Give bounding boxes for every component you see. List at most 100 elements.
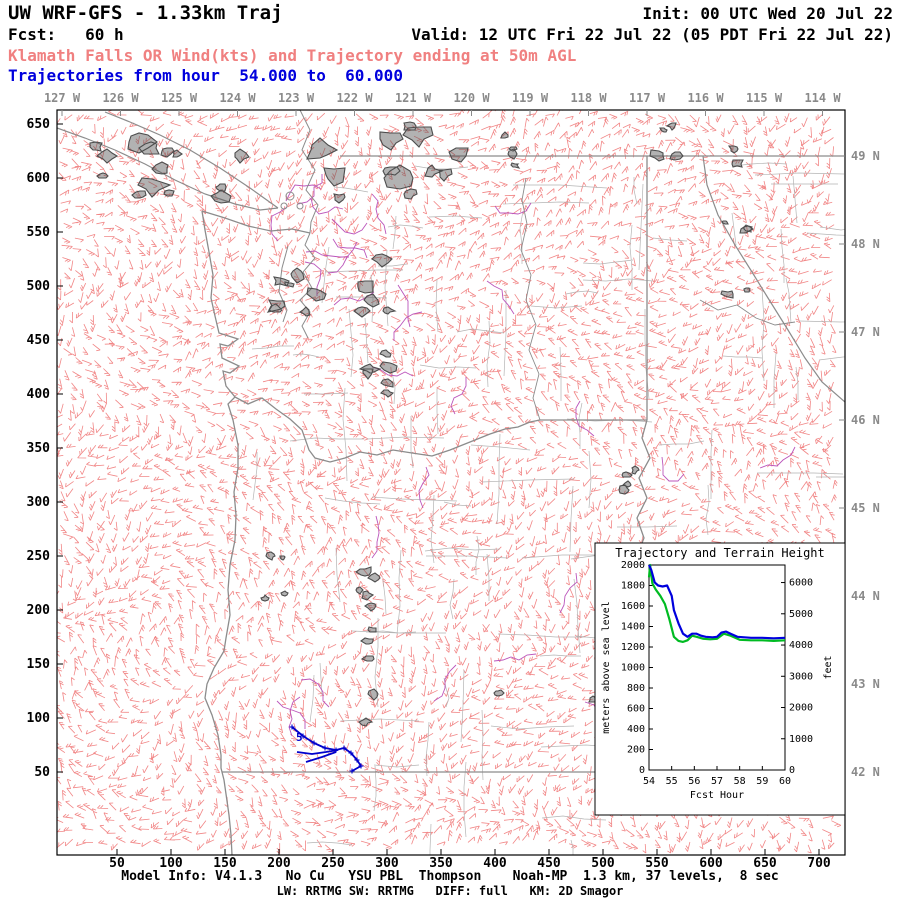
- physics-info-line: LW: RRTMG SW: RRTMG DIFF: full KM: 2D Sm…: [276, 884, 624, 898]
- svg-text:121 W: 121 W: [395, 91, 432, 105]
- svg-text:1400: 1400: [621, 622, 645, 633]
- svg-text:600: 600: [699, 856, 723, 871]
- svg-text:150: 150: [27, 657, 51, 672]
- svg-text:55: 55: [666, 776, 678, 787]
- svg-text:550: 550: [645, 856, 669, 871]
- svg-text:4000: 4000: [789, 640, 813, 651]
- svg-text:600: 600: [27, 171, 51, 186]
- svg-text:47 N: 47 N: [851, 325, 880, 339]
- svg-text:200: 200: [27, 603, 51, 618]
- inset-title: Trajectory and Terrain Height: [615, 546, 825, 560]
- svg-text:59: 59: [756, 776, 768, 787]
- svg-text:114 W: 114 W: [804, 91, 841, 105]
- inset-background: [594, 542, 846, 816]
- svg-text:117 W: 117 W: [629, 91, 666, 105]
- geography-layer: [57, 110, 845, 855]
- county-lines-layer: [251, 162, 845, 855]
- svg-text:250: 250: [27, 549, 51, 564]
- model-run-title: UW WRF-GFS - 1.33km Traj: [8, 2, 283, 24]
- model-info-line: Model Info: V4.1.3 No Cu YSU PBL Thompso…: [121, 869, 779, 884]
- svg-text:100: 100: [27, 711, 51, 726]
- inset-chart: Trajectory and Terrain Height02004006008…: [594, 542, 846, 816]
- svg-text:200: 200: [627, 745, 645, 756]
- inset-ylabel-right: feet: [823, 655, 834, 679]
- svg-text:43 N: 43 N: [851, 677, 880, 691]
- trajectory-hour-label: 5: [296, 731, 303, 744]
- svg-text:2000: 2000: [621, 560, 645, 571]
- svg-text:300: 300: [27, 495, 51, 510]
- svg-text:50: 50: [109, 856, 125, 871]
- svg-text:1000: 1000: [789, 734, 813, 745]
- svg-text:1600: 1600: [621, 601, 645, 612]
- inset-ylabel-left: meters above sea level: [601, 601, 612, 733]
- svg-text:400: 400: [627, 724, 645, 735]
- header-line-1: UW WRF-GFS - 1.33km Traj Init: 00 UTC We…: [8, 2, 893, 24]
- svg-text:650: 650: [753, 856, 777, 871]
- svg-text:450: 450: [27, 333, 51, 348]
- svg-text:2000: 2000: [789, 703, 813, 714]
- svg-text:120 W: 120 W: [453, 91, 490, 105]
- svg-text:1200: 1200: [621, 642, 645, 653]
- svg-text:6000: 6000: [789, 578, 813, 589]
- svg-text:124 W: 124 W: [219, 91, 256, 105]
- forecast-hour: Fcst: 60 h: [8, 25, 124, 44]
- trajectory-layer: 5: [289, 724, 364, 774]
- svg-text:127 W: 127 W: [44, 91, 81, 105]
- svg-text:116 W: 116 W: [687, 91, 724, 105]
- svg-text:150: 150: [213, 856, 237, 871]
- svg-text:650: 650: [27, 117, 51, 132]
- svg-text:123 W: 123 W: [278, 91, 315, 105]
- svg-text:350: 350: [429, 856, 453, 871]
- inset-xlabel: Fcst Hour: [690, 790, 744, 801]
- svg-text:50: 50: [34, 765, 50, 780]
- map-axis-labels: 127 W 126 W 125 W 124 W 123 W 122 W 121 W 120 W…: [27, 91, 880, 871]
- header-line-2: Fcst: 60 h Valid: 12 UTC Fri 22 Jul 22 (…: [8, 25, 893, 44]
- svg-text:500: 500: [27, 279, 51, 294]
- svg-text:800: 800: [627, 683, 645, 694]
- map-frame: [56, 109, 846, 856]
- svg-text:400: 400: [483, 856, 507, 871]
- svg-text:350: 350: [27, 441, 51, 456]
- svg-text:250: 250: [321, 856, 345, 871]
- trajectory-height-line: [647, 564, 786, 640]
- svg-text:3000: 3000: [789, 671, 813, 682]
- init-time: Init: 00 UTC Wed 20 Jul 22: [642, 4, 893, 23]
- svg-text:44 N: 44 N: [851, 589, 880, 603]
- svg-text:600: 600: [627, 704, 645, 715]
- svg-text:5000: 5000: [789, 609, 813, 620]
- svg-text:125 W: 125 W: [161, 91, 198, 105]
- svg-text:57: 57: [711, 776, 723, 787]
- svg-text:1000: 1000: [621, 663, 645, 674]
- svg-text:100: 100: [159, 856, 183, 871]
- svg-text:48 N: 48 N: [851, 237, 880, 251]
- svg-text:58: 58: [734, 776, 746, 787]
- svg-text:122 W: 122 W: [336, 91, 373, 105]
- svg-text:56: 56: [688, 776, 700, 787]
- svg-text:49 N: 49 N: [851, 149, 880, 163]
- trajectory-subtitle: Trajectories from hour 54.000 to 60.000: [8, 66, 403, 85]
- svg-text:0: 0: [789, 765, 795, 776]
- variable-title: Klamath Falls OR Wind(kts) and Trajector…: [8, 46, 577, 65]
- svg-text:0: 0: [639, 765, 645, 776]
- valid-time: Valid: 12 UTC Fri 22 Jul 22 (05 PDT Fri …: [411, 25, 893, 44]
- svg-text:1800: 1800: [621, 581, 645, 592]
- svg-text:118 W: 118 W: [570, 91, 607, 105]
- svg-text:60: 60: [779, 776, 791, 787]
- svg-text:500: 500: [591, 856, 615, 871]
- terrain-contours-layer: [89, 121, 755, 727]
- terrain-height-line: [647, 563, 786, 644]
- svg-text:45 N: 45 N: [851, 501, 880, 515]
- svg-text:200: 200: [267, 856, 291, 871]
- svg-text:54: 54: [643, 776, 655, 787]
- svg-text:119 W: 119 W: [512, 91, 549, 105]
- svg-text:42 N: 42 N: [851, 765, 880, 779]
- svg-text:115 W: 115 W: [746, 91, 783, 105]
- svg-text:300: 300: [375, 856, 399, 871]
- svg-text:126 W: 126 W: [102, 91, 139, 105]
- svg-text:450: 450: [537, 856, 561, 871]
- svg-text:550: 550: [27, 225, 51, 240]
- svg-text:700: 700: [807, 856, 831, 871]
- svg-text:46 N: 46 N: [851, 413, 880, 427]
